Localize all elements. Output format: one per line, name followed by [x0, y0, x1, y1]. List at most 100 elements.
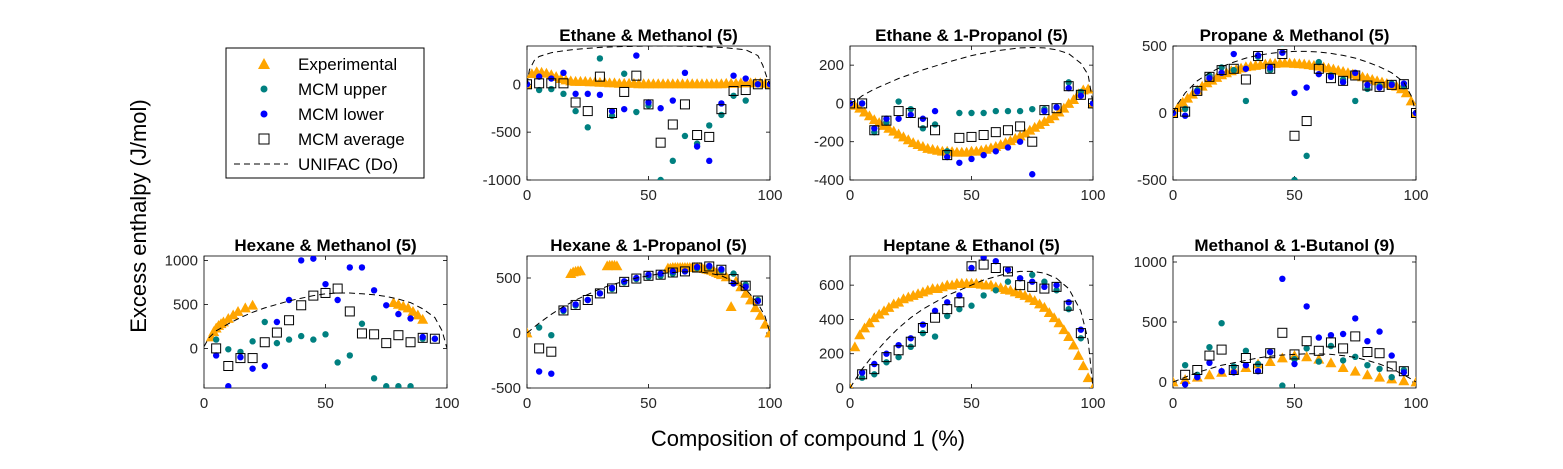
- mcm-lower-point: [1041, 107, 1048, 115]
- y-tick-label: 1000: [1134, 254, 1167, 271]
- experimental-point: [863, 110, 875, 121]
- mcm-lower-point: [1279, 49, 1286, 56]
- chart-title: Propane & Methanol (5): [1200, 26, 1390, 45]
- y-tick-label: -400: [814, 172, 844, 189]
- plot-area: [1173, 275, 1416, 388]
- mcm-lower-point: [645, 99, 652, 106]
- mcm-lower-point: [1315, 334, 1323, 341]
- mcm-upper-point: [370, 375, 378, 382]
- mcm-lower-point: [419, 333, 426, 341]
- mcm-lower-point: [548, 370, 555, 377]
- mcm-average-point: [1228, 63, 1239, 74]
- mcm-lower-point: [1089, 100, 1093, 107]
- mcm-upper-point: [633, 108, 640, 116]
- mcm-lower-point: [1016, 138, 1024, 145]
- mcm-lower-point: [895, 115, 902, 122]
- mcm-average-point: [1253, 363, 1264, 374]
- mcm-average-point: [1265, 63, 1276, 74]
- legend-item-experimental: Experimental: [258, 55, 397, 74]
- plot-area: [527, 259, 770, 377]
- mcm-average-point: [881, 352, 892, 363]
- mcm-average-point: [752, 295, 763, 306]
- mcm-lower-point: [322, 280, 329, 288]
- mcm-lower-point: [645, 271, 652, 278]
- x-tick-label: 100: [757, 187, 782, 204]
- mcm-upper-point: [883, 359, 890, 366]
- mcm-average-point: [850, 98, 855, 109]
- experimental-point: [1337, 362, 1349, 372]
- mcm-average-point: [1216, 65, 1227, 76]
- experimental-point: [1374, 371, 1386, 382]
- mcm-average-point: [1313, 345, 1324, 356]
- mcm-upper-point: [572, 107, 579, 115]
- chart-panel-heptane-ethanol-5: Heptane & Ethanol (5) 0 50 100 0 200 400 600: [819, 236, 1106, 412]
- mcm-average-point: [344, 306, 355, 317]
- mcm-lower-point: [572, 90, 579, 98]
- x-tick-label: 100: [1080, 395, 1105, 412]
- mcm-average-point: [223, 361, 234, 371]
- mcm-upper-point: [956, 305, 963, 313]
- mcm-upper-point: [980, 109, 987, 117]
- mcm-average-point: [259, 337, 270, 348]
- mcm-lower-point: [1279, 275, 1286, 282]
- mcm-average-point: [704, 131, 715, 142]
- mcm-lower-point: [1004, 144, 1012, 151]
- mcm-average-point: [1192, 85, 1203, 96]
- mcm-lower-point: [1364, 338, 1371, 345]
- series-unifac-do: [850, 46, 1093, 104]
- legend-label: UNIFAC (Do): [298, 155, 398, 174]
- panels: Ethane & Methanol (5)0 50 100-1000-5000Eth…: [165, 26, 1429, 412]
- experimental-point: [1398, 375, 1410, 386]
- legend-label: MCM average: [298, 130, 405, 149]
- mcm-lower-point: [1194, 88, 1201, 95]
- mcm-upper-point: [383, 383, 390, 388]
- mcm-average-point: [534, 78, 545, 89]
- experimental-point: [1038, 301, 1050, 312]
- mcm-average-point: [1325, 337, 1336, 348]
- mcm-average-point: [1277, 327, 1288, 338]
- chart-title: Methanol & 1-Butanol (9): [1194, 236, 1394, 255]
- mcm-upper-point: [358, 320, 366, 327]
- mcm-average-point: [1180, 106, 1191, 117]
- mcm-average-point: [1301, 336, 1312, 347]
- mcm-lower-point: [1315, 70, 1323, 78]
- mcm-average-point: [857, 98, 868, 109]
- mcm-upper-point: [895, 353, 902, 361]
- mcm-upper-point: [992, 287, 999, 294]
- x-tick-label: 0: [1169, 395, 1177, 412]
- mcm-average-point: [1228, 365, 1239, 375]
- y-tick-label: 1000: [165, 252, 198, 269]
- mcm-upper-point: [261, 318, 268, 326]
- series-mcm-lower: [212, 256, 439, 388]
- mcm-lower-point: [931, 307, 939, 315]
- experimental-point: [239, 302, 251, 313]
- mcm-upper-point: [535, 86, 543, 94]
- mcm-lower-point: [956, 292, 963, 299]
- mcm-upper-point: [1303, 345, 1310, 352]
- y-tick-label: -500: [491, 380, 521, 397]
- series-mcm-average: [211, 283, 440, 371]
- mcm-lower-point: [944, 299, 951, 306]
- mcm-average-point: [405, 337, 416, 348]
- mcm-lower-point: [237, 354, 244, 361]
- mcm-average-point: [381, 338, 392, 349]
- y-tick-label: 0: [190, 340, 198, 357]
- series-mcm-lower: [527, 52, 770, 165]
- mcm-average-point: [966, 131, 977, 142]
- experimental-point: [1068, 94, 1080, 104]
- mcm-average-point: [356, 328, 367, 339]
- mcm-average-point: [631, 273, 642, 284]
- mcm-average-point: [667, 119, 678, 130]
- x-tick-label: 50: [317, 395, 334, 412]
- axes-box: [203, 255, 448, 389]
- y-tick-label: 0: [1159, 105, 1167, 122]
- mcm-lower-point: [742, 75, 749, 82]
- mcm-upper-point: [225, 346, 232, 353]
- mcm-upper-point: [1077, 335, 1085, 342]
- mcm-average-point: [1386, 79, 1397, 90]
- experimental-point: [859, 322, 871, 333]
- experimental-point: [1034, 118, 1046, 129]
- mcm-upper-point: [584, 124, 591, 131]
- mcm-upper-point: [310, 336, 317, 343]
